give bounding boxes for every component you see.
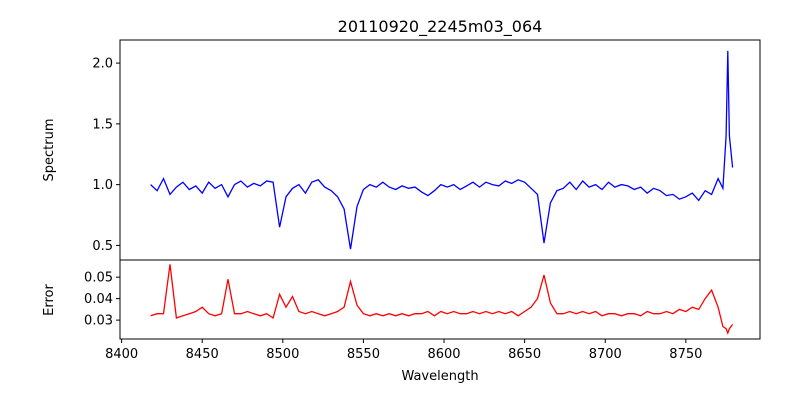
error-panel: 0.03 0.04 0.05 8400 8450 8500 8550 8600 8650 8700… xyxy=(84,259,761,362)
spectrum-y-axis-label: Spectrum xyxy=(42,119,57,182)
error-y-axis-label: Error xyxy=(42,284,57,316)
spectrum-series-line xyxy=(150,50,734,250)
x-tick-label: 8650 xyxy=(508,347,541,362)
error-series-line xyxy=(150,264,734,335)
x-axis-label: Wavelength xyxy=(401,369,478,384)
spectrum-y-tick-label: 2.0 xyxy=(92,57,113,72)
spectrum-y-tick-label: 1.5 xyxy=(92,117,113,132)
error-y-tick-label: 0.03 xyxy=(84,314,113,329)
x-tick-label: 8550 xyxy=(347,347,380,362)
spectrum-y-tick-label: 0.5 xyxy=(92,239,113,254)
error-y-tick-label: 0.04 xyxy=(84,292,113,307)
x-tick-label: 8750 xyxy=(669,347,702,362)
spectrum-axes-frame xyxy=(119,39,761,261)
x-tick-label: 8450 xyxy=(186,347,219,362)
error-axes-frame xyxy=(119,259,761,340)
x-tick-label: 8500 xyxy=(266,347,299,362)
error-y-tick-label: 0.05 xyxy=(84,271,113,286)
spectrum-y-tick-label: 1.0 xyxy=(92,178,113,193)
x-tick-label: 8400 xyxy=(105,347,138,362)
x-tick-label: 8600 xyxy=(427,347,460,362)
x-tick-label: 8700 xyxy=(589,347,622,362)
chart-title: 20110920_2245m03_064 xyxy=(338,17,543,37)
spectrum-panel: 0.5 1.0 1.5 2.0 xyxy=(92,39,761,261)
